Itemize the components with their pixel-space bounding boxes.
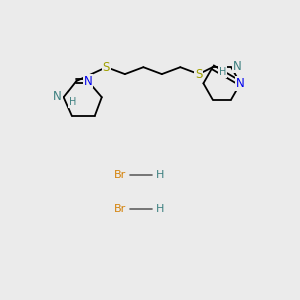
Text: H: H: [156, 169, 164, 180]
Text: H: H: [219, 67, 226, 77]
Text: N: N: [53, 90, 62, 103]
Text: Br: Br: [114, 204, 126, 214]
Text: Br: Br: [114, 169, 126, 180]
Text: N: N: [83, 74, 92, 88]
Text: S: S: [195, 68, 202, 81]
Text: H: H: [156, 204, 164, 214]
Text: S: S: [103, 61, 110, 74]
Text: H: H: [69, 97, 76, 107]
Text: N: N: [233, 59, 242, 73]
Text: N: N: [236, 77, 245, 90]
